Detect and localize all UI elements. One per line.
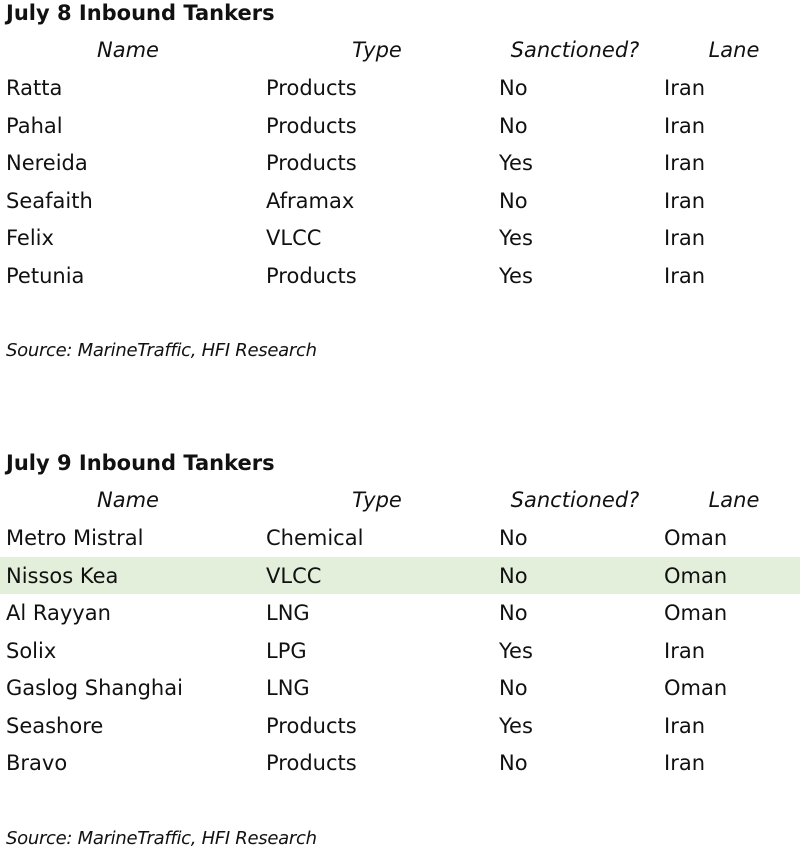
table-cell: Gaslog Shanghai bbox=[6, 676, 183, 700]
table-cell: Iran bbox=[664, 713, 706, 738]
table-cell: LNG bbox=[266, 676, 310, 700]
table-cell: No bbox=[499, 563, 528, 588]
row-highlight bbox=[0, 557, 800, 594]
table-cell: Bravo bbox=[6, 751, 68, 775]
table-cell: Oman bbox=[664, 563, 728, 588]
column-header: Sanctioned? bbox=[510, 488, 640, 512]
table-cell: Products bbox=[266, 113, 357, 138]
column-header: Lane bbox=[708, 488, 760, 512]
table-cell: Felix bbox=[6, 226, 54, 250]
column-header: Lane bbox=[708, 38, 760, 62]
table-title: July 9 Inbound Tankers bbox=[6, 451, 275, 475]
source-note: Source: MarineTraffic, HFI Research bbox=[6, 340, 317, 361]
table-cell: VLCC bbox=[266, 563, 322, 588]
table-cell: Products bbox=[266, 151, 357, 175]
table-cell: No bbox=[499, 188, 528, 213]
column-header: Sanctioned? bbox=[510, 38, 640, 62]
table-cell: No bbox=[499, 751, 528, 775]
table-cell: Yes bbox=[499, 263, 533, 288]
table-cell: Ratta bbox=[6, 76, 63, 100]
table-cell: Products bbox=[266, 76, 357, 100]
table-cell: Iran bbox=[664, 151, 706, 175]
table-cell: Chemical bbox=[266, 526, 364, 550]
table-cell: Yes bbox=[499, 151, 533, 175]
column-header: Type bbox=[352, 488, 402, 512]
table-cell: Yes bbox=[499, 226, 533, 250]
table-cell: Iran bbox=[664, 226, 706, 250]
table-cell: Nereida bbox=[6, 151, 88, 175]
table-cell: Yes bbox=[499, 638, 533, 663]
table-cell: Aframax bbox=[266, 188, 355, 213]
table-cell: No bbox=[499, 113, 528, 138]
table-cell: Iran bbox=[664, 76, 706, 100]
column-header: Type bbox=[352, 38, 402, 62]
source-note: Source: MarineTraffic, HFI Research bbox=[6, 827, 317, 849]
table-cell: Products bbox=[266, 751, 357, 775]
table-cell: Metro Mistral bbox=[6, 526, 144, 550]
table-cell: Iran bbox=[664, 638, 706, 663]
table-cell: Oman bbox=[664, 676, 728, 700]
table-cell: Iran bbox=[664, 188, 706, 213]
table-cell: No bbox=[499, 526, 528, 550]
column-header: Name bbox=[97, 488, 159, 512]
table-cell: Pahal bbox=[6, 113, 63, 138]
table-cell: Iran bbox=[664, 263, 706, 288]
table-cell: Nissos Kea bbox=[6, 563, 119, 588]
table-cell: Products bbox=[266, 713, 357, 738]
table-cell: Yes bbox=[499, 713, 533, 738]
table-cell: No bbox=[499, 76, 528, 100]
table-cell: LPG bbox=[266, 638, 307, 663]
table-cell: Petunia bbox=[6, 263, 85, 288]
table-cell: Al Rayyan bbox=[6, 601, 111, 625]
table-cell: Iran bbox=[664, 113, 706, 138]
table-cell: Iran bbox=[664, 751, 706, 775]
table-cell: No bbox=[499, 601, 528, 625]
table-cell: Oman bbox=[664, 601, 728, 625]
table-title: July 8 Inbound Tankers bbox=[6, 1, 275, 25]
table-cell: Oman bbox=[664, 526, 728, 550]
table-cell: LNG bbox=[266, 601, 310, 625]
table-cell: Solix bbox=[6, 638, 57, 663]
table-cell: Seafaith bbox=[6, 188, 93, 213]
table-cell: Seashore bbox=[6, 713, 104, 738]
table-cell: Products bbox=[266, 263, 357, 288]
column-header: Name bbox=[97, 38, 159, 62]
table-cell: VLCC bbox=[266, 226, 322, 250]
table-cell: No bbox=[499, 676, 528, 700]
